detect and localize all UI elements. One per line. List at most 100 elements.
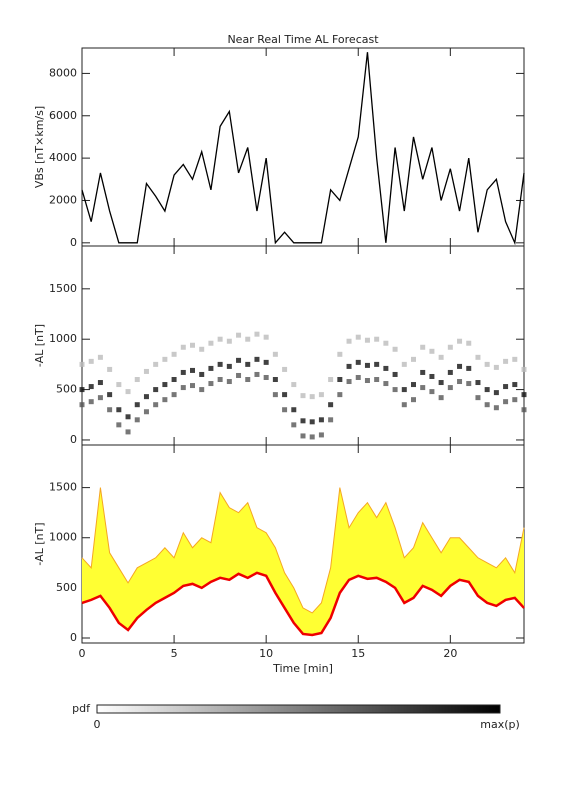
pdf-cell: [420, 369, 426, 375]
pdf-cell: [484, 361, 490, 367]
colorbar-label: pdf: [72, 702, 91, 715]
pdf-cell: [337, 351, 343, 357]
pdf-cell: [116, 407, 122, 413]
pdf-cell: [226, 379, 232, 385]
pdf-cell: [263, 334, 269, 340]
forecast-band: [82, 487, 524, 635]
pdf-cell: [512, 356, 518, 362]
y-axis-label: VBs [nT×km/s]: [33, 106, 46, 188]
pdf-cell: [503, 399, 509, 405]
y-tick-label: 8000: [49, 66, 77, 79]
pdf-cell: [374, 336, 380, 342]
pdf-cell: [291, 422, 297, 428]
pdf-cell: [162, 356, 168, 362]
pdf-cell: [346, 379, 352, 385]
pdf-cell: [208, 365, 214, 371]
pdf-cell: [411, 356, 416, 362]
x-tick-label: 10: [259, 647, 273, 660]
pdf-cell: [272, 377, 278, 383]
pdf-cell: [116, 422, 122, 428]
pdf-cell: [153, 387, 159, 393]
pdf-cell: [180, 369, 186, 375]
plot-frame: [81, 47, 525, 247]
pdf-cell: [116, 382, 122, 388]
pdf-cell: [88, 358, 94, 364]
pdf-cell: [466, 381, 472, 387]
pdf-cell: [493, 390, 499, 396]
pdf-cell: [521, 392, 527, 398]
pdf-cell: [263, 359, 269, 365]
pdf-cell: [457, 363, 463, 369]
pdf-cell: [226, 338, 232, 344]
pdf-cell: [97, 380, 103, 386]
y-tick-label: 1000: [49, 332, 77, 345]
x-tick-label: 20: [443, 647, 457, 660]
pdf-cell: [254, 371, 260, 377]
pdf-cell: [143, 368, 149, 374]
pdf-cell: [171, 377, 177, 383]
y-tick-label: 1000: [49, 531, 77, 544]
pdf-cell: [236, 332, 242, 338]
pdf-cell: [236, 357, 242, 363]
y-tick-label: 0: [70, 236, 77, 249]
pdf-cell: [355, 359, 361, 365]
pdf-cell: [447, 369, 453, 375]
pdf-cell: [328, 402, 334, 408]
pdf-cell: [134, 402, 140, 408]
pdf-cell: [282, 392, 288, 398]
pdf-cell: [107, 366, 113, 372]
pdf-cell: [337, 392, 343, 398]
pdf-cell: [438, 380, 444, 386]
plot-frame: [81, 245, 525, 446]
y-tick-label: 4000: [49, 151, 77, 164]
pdf-cell: [272, 392, 278, 398]
pdf-cell: [328, 377, 334, 383]
pdf-cell: [457, 379, 463, 385]
pdf-cell: [438, 354, 444, 360]
pdf-cell: [447, 385, 453, 391]
pdf-cell: [420, 344, 426, 350]
y-tick-label: 6000: [49, 109, 77, 122]
pdf-cell: [254, 356, 260, 362]
pdf-cell: [493, 364, 499, 370]
pdf-cell: [88, 399, 94, 405]
pdf-cell: [226, 363, 232, 369]
pdf-cell: [493, 405, 499, 411]
x-axis-label: Time [min]: [272, 662, 333, 675]
pdf-cell: [503, 358, 509, 364]
pdf-cell: [199, 387, 205, 393]
pdf-cell: [383, 381, 389, 387]
pdf-cell: [208, 381, 214, 387]
pdf-cell: [282, 366, 288, 372]
pdf-cell: [263, 374, 269, 380]
pdf-cell: [162, 397, 168, 403]
chart-title: Near Real Time AL Forecast: [227, 33, 379, 46]
x-tick-label: 15: [351, 647, 365, 660]
pdf-cell: [447, 344, 453, 350]
y-tick-label: 500: [56, 581, 77, 594]
pdf-cell: [79, 402, 85, 408]
pdf-cell: [245, 377, 251, 383]
pdf-cell: [401, 387, 407, 393]
pdf-cell: [79, 361, 85, 367]
pdf-cell: [309, 434, 315, 440]
pdf-cell: [512, 397, 518, 403]
pdf-cell: [512, 382, 518, 388]
pdf-cell: [392, 387, 398, 393]
x-tick-label: 5: [171, 647, 178, 660]
pdf-cell: [374, 361, 380, 367]
pdf-cell: [346, 363, 352, 369]
y-tick-label: 0: [70, 631, 77, 644]
pdf-cell: [309, 419, 315, 425]
data-line: [81, 52, 525, 246]
pdf-cell: [401, 402, 407, 408]
y-tick-label: 0: [70, 433, 77, 446]
y-tick-label: 1500: [49, 282, 77, 295]
y-tick-label: 1500: [49, 481, 77, 494]
pdf-cell: [475, 380, 481, 386]
pdf-cell: [125, 429, 131, 435]
pdf-cell: [484, 387, 490, 393]
pdf-cell: [383, 365, 389, 371]
y-axis-label: -AL [nT]: [33, 522, 46, 565]
pdf-cell: [401, 361, 407, 367]
